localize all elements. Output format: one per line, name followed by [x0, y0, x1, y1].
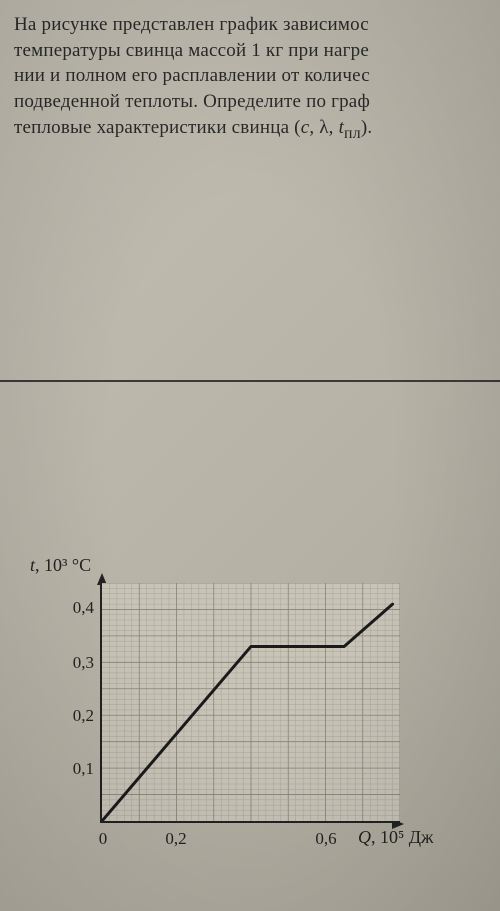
text-line-1: На рисунке представлен график зависимос: [14, 14, 369, 35]
text-line-4: подведенной теплоты. Определите по граф: [14, 91, 370, 112]
x-axis-label: Q, 10⁵ Дж: [358, 827, 434, 848]
subscript-pl: пл: [344, 124, 361, 141]
text-line-3: нии и полном его расплавлении от количес: [14, 65, 370, 86]
ytick-04: 0,4: [54, 598, 94, 618]
problem-text: На рисунке представлен график зависимос …: [0, 0, 500, 144]
plot-svg: [102, 583, 400, 821]
x-axis-unit: , 10⁵ Дж: [371, 827, 434, 847]
xtick-02: 0,2: [156, 829, 196, 849]
text-line-5b: ).: [361, 117, 372, 138]
divider-line: [0, 380, 500, 382]
ytick-02: 0,2: [54, 706, 94, 726]
comma2: ,: [329, 117, 339, 138]
y-axis-unit: , 10³ °C: [35, 555, 91, 575]
comma1: ,: [309, 117, 319, 138]
x-axis-var: Q: [358, 827, 371, 847]
text-line-2: температуры свинца массой 1 кг при нагре: [14, 40, 369, 61]
symbol-lambda: λ: [319, 117, 328, 138]
ytick-01: 0,1: [54, 759, 94, 779]
xtick-0: 0: [83, 829, 123, 849]
chart: t, 10³ °C 0,4 0,3 0,2 0,1 0 0,2 0,6 Q, 1…: [30, 555, 450, 885]
ytick-03: 0,3: [54, 653, 94, 673]
xtick-06: 0,6: [306, 829, 346, 849]
y-axis-label: t, 10³ °C: [30, 555, 91, 576]
plot-area: [100, 583, 400, 823]
text-line-5a: тепловые характеристики свинца (: [14, 117, 301, 138]
page: На рисунке представлен график зависимос …: [0, 0, 500, 911]
